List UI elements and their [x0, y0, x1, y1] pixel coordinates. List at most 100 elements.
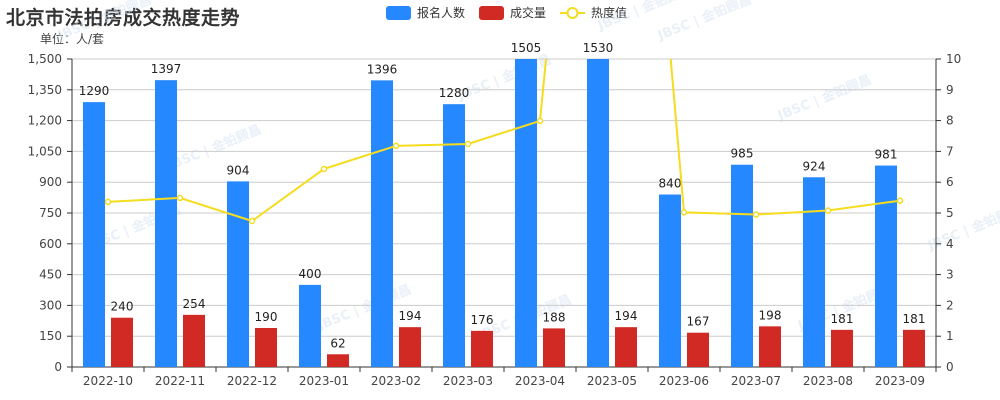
bar[interactable]: [83, 102, 105, 368]
bar-value-label: 1280: [439, 86, 470, 100]
bar[interactable]: [227, 181, 249, 367]
x-axis-tick-label: 2023-05: [587, 374, 637, 388]
x-axis-tick-label: 2023-09: [875, 374, 925, 388]
watermark-text: JBSC | 金铂顾昌: [55, 0, 154, 44]
bar[interactable]: [183, 314, 205, 367]
bar-value-label: 188: [543, 310, 566, 324]
x-axis-tick-label: 2023-02: [371, 374, 421, 388]
legend-item-registrants[interactable]: 报名人数: [386, 4, 465, 21]
bar[interactable]: [659, 194, 681, 367]
bar[interactable]: [327, 354, 349, 367]
y-axis-tick-label: 450: [39, 268, 62, 282]
x-axis-tick-label: 2023-07: [731, 374, 781, 388]
bar-value-label: 194: [399, 309, 422, 323]
x-axis-tick-label: 2023-04: [515, 374, 565, 388]
x-axis-tick-label: 2022-11: [155, 374, 205, 388]
bar-value-label: 1505: [511, 41, 542, 55]
heat-line: [107, 59, 901, 223]
y2-axis-tick-label: 3: [946, 268, 954, 282]
heat-point[interactable]: [464, 140, 472, 148]
watermark-text: JBSC | 金铂顾昌: [655, 0, 754, 44]
bar[interactable]: [399, 327, 421, 367]
x-axis-tick-label: 2023-01: [299, 374, 349, 388]
heat-point[interactable]: [392, 142, 400, 150]
heat-point[interactable]: [248, 217, 256, 225]
x-axis-tick-label: 2022-12: [227, 374, 277, 388]
y-axis-tick-label: 1,050: [28, 144, 62, 158]
y2-axis-tick-label: 5: [946, 206, 954, 220]
line-circle-swatch-icon: [560, 6, 586, 19]
legend: 报名人数 成交量 热度值: [386, 4, 641, 21]
bar-value-label: 1397: [151, 62, 182, 76]
y-axis-tick-label: 900: [39, 175, 62, 189]
bar[interactable]: [587, 59, 609, 367]
heat-point[interactable]: [680, 209, 688, 216]
bar-value-label: 981: [875, 148, 898, 162]
bar-value-label: 181: [831, 312, 854, 326]
y2-axis-tick-label: 0: [946, 360, 954, 374]
bar[interactable]: [111, 317, 133, 367]
bar[interactable]: [903, 329, 925, 367]
chart-title: 北京市法拍房成交热度走势: [6, 7, 241, 29]
bar[interactable]: [255, 327, 277, 367]
bar[interactable]: [371, 80, 393, 367]
bar[interactable]: [615, 327, 637, 367]
bar[interactable]: [803, 177, 825, 367]
heat-point[interactable]: [536, 117, 544, 125]
y2-axis-tick-label: 1: [946, 329, 954, 343]
bar-value-label: 254: [183, 297, 206, 311]
bar[interactable]: [875, 165, 897, 367]
y2-axis-tick-label: 10: [946, 52, 961, 66]
bar[interactable]: [299, 284, 321, 367]
watermark-text: JBSC | 金铂顾昌: [315, 282, 414, 334]
bar-value-label: 181: [903, 312, 926, 326]
x-axis-tick-label: 2023-08: [803, 374, 853, 388]
bar[interactable]: [543, 328, 565, 367]
y-axis-tick-label: 1,500: [28, 52, 62, 66]
y-axis-tick-label: 1,350: [28, 83, 62, 97]
y2-axis-tick-label: 6: [946, 175, 954, 189]
bar[interactable]: [831, 329, 853, 367]
y2-axis-tick-label: 4: [946, 237, 954, 251]
bar-value-label: 240: [111, 300, 134, 314]
watermark-text: JBSC | 金铂顾昌: [775, 72, 874, 124]
bar[interactable]: [731, 164, 753, 367]
legend-item-deals[interactable]: 成交量: [479, 4, 546, 21]
y-axis-tick-label: 600: [39, 237, 62, 251]
heat-point[interactable]: [896, 197, 904, 204]
legend-item-heat[interactable]: 热度值: [560, 4, 627, 21]
bar[interactable]: [515, 59, 537, 367]
bar-value-label: 176: [471, 313, 494, 327]
x-axis-tick-label: 2023-06: [659, 374, 709, 388]
heat-point[interactable]: [320, 165, 328, 173]
bar[interactable]: [471, 330, 493, 367]
heat-point[interactable]: [176, 194, 184, 202]
heat-point[interactable]: [824, 207, 832, 214]
x-axis-tick-label: 2022-10: [83, 374, 133, 388]
heat-point[interactable]: [104, 198, 112, 206]
bar[interactable]: [759, 326, 781, 367]
bar[interactable]: [155, 80, 177, 368]
bar-value-label: 1290: [79, 84, 110, 98]
x-axis-tick-label: 2023-03: [443, 374, 493, 388]
bar-value-label: 924: [803, 159, 826, 173]
y-axis-tick-label: 150: [39, 329, 62, 343]
y-axis-tick-label: 1,200: [28, 114, 62, 128]
bar[interactable]: [443, 104, 465, 367]
bar-value-label: 1396: [367, 62, 398, 76]
bar[interactable]: [687, 332, 709, 367]
legend-label: 热度值: [591, 6, 628, 20]
y2-axis-tick-label: 9: [946, 83, 954, 97]
bar-value-label: 1530: [583, 41, 614, 55]
bar-value-label: 198: [759, 308, 782, 322]
heat-point[interactable]: [752, 211, 760, 218]
legend-label: 成交量: [510, 6, 547, 20]
y2-axis-tick-label: 8: [946, 114, 954, 128]
y2-axis-tick-label: 7: [946, 144, 954, 158]
bar-value-label: 904: [227, 163, 250, 177]
bar-value-label: 400: [299, 267, 322, 281]
y2-axis-tick-label: 2: [946, 298, 954, 312]
bar-value-label: 167: [687, 315, 710, 329]
bar-swatch-icon: [479, 5, 505, 20]
